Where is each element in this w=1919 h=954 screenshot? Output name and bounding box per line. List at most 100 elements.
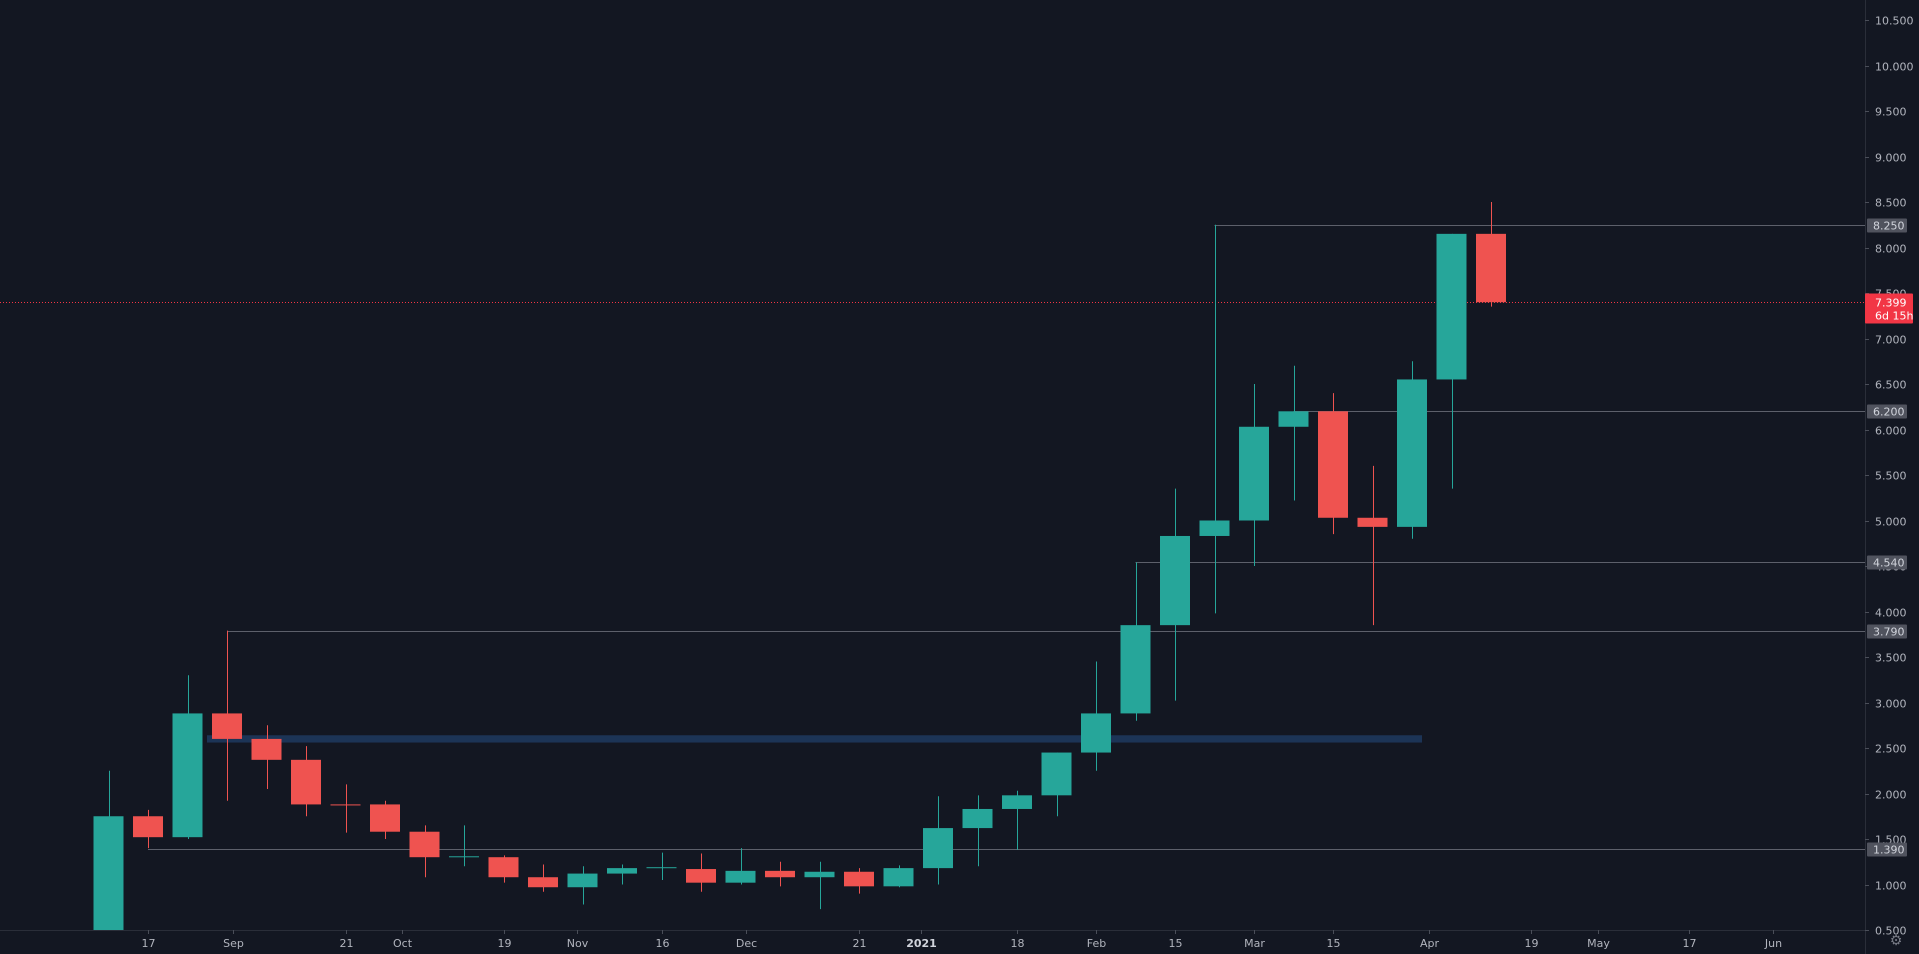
candle-up[interactable] <box>1002 790 1032 850</box>
candle-body <box>370 804 400 832</box>
level-price-label: 1.390 <box>1873 844 1905 857</box>
candle-down[interactable] <box>133 809 163 849</box>
x-tick-label: Jun <box>1764 937 1782 950</box>
y-tick-label: 10.000 <box>1875 61 1914 74</box>
candle-up[interactable] <box>1041 752 1072 817</box>
level-price-tag <box>1867 624 1907 639</box>
candle-body <box>686 869 716 883</box>
candle-body <box>409 831 440 858</box>
candle-body <box>1160 535 1190 626</box>
candle-down[interactable] <box>409 825 440 878</box>
candles-layer[interactable] <box>93 202 1507 930</box>
candle-down[interactable] <box>844 868 874 894</box>
candle-body <box>291 759 321 805</box>
price-axis-background[interactable] <box>1865 0 1919 954</box>
candle-body <box>172 713 203 838</box>
y-tick-label: 3.000 <box>1875 698 1907 711</box>
candle-body <box>1081 713 1111 753</box>
candle-body <box>883 868 914 887</box>
x-tick-label: Nov <box>567 937 589 950</box>
current-price-label: 7.399 <box>1875 297 1907 310</box>
candle-body <box>528 877 558 888</box>
candle-body <box>1199 520 1230 536</box>
support-zone-layer <box>207 735 1422 743</box>
candle-up[interactable] <box>172 675 203 839</box>
candle-down[interactable] <box>528 864 558 892</box>
current-price-tag <box>1865 293 1913 324</box>
candle-down[interactable] <box>765 861 795 887</box>
candle-down[interactable] <box>686 853 716 892</box>
candle-up[interactable] <box>1436 233 1467 489</box>
candle-body <box>93 816 124 930</box>
candle-body <box>962 808 993 829</box>
candle-down[interactable] <box>330 784 361 833</box>
level-price-tag <box>1867 218 1907 233</box>
candle-down[interactable] <box>370 800 400 839</box>
level-price-label: 3.790 <box>1873 626 1905 639</box>
candle-up[interactable] <box>804 861 835 910</box>
y-tick-label: 9.500 <box>1875 106 1907 119</box>
x-tick-label: Mar <box>1244 937 1265 950</box>
candle-up[interactable] <box>1239 384 1269 566</box>
candle-body <box>1357 517 1388 527</box>
candle-body <box>488 857 519 878</box>
y-tick-label: 9.000 <box>1875 152 1907 165</box>
x-tick-label: 19 <box>498 937 512 950</box>
level-price-tag <box>1867 842 1907 857</box>
candle-body <box>1239 426 1269 521</box>
candle-down[interactable] <box>212 630 242 801</box>
y-tick-label: 10.500 <box>1875 15 1914 28</box>
candle-up[interactable] <box>1120 562 1151 721</box>
y-tick-label: 0.500 <box>1875 925 1907 938</box>
x-tick-label: Sep <box>223 937 244 950</box>
candle-up[interactable] <box>1160 488 1190 701</box>
candle-up[interactable] <box>1081 661 1111 771</box>
y-tick-label: 1.000 <box>1875 880 1907 893</box>
candle-up[interactable] <box>646 852 677 880</box>
x-tick-label: Dec <box>736 937 757 950</box>
candle-down[interactable] <box>1476 202 1506 307</box>
y-tick-label: 5.500 <box>1875 470 1907 483</box>
x-tick-label: 21 <box>340 937 354 950</box>
candle-body <box>765 870 795 878</box>
x-tick-label: May <box>1587 937 1610 950</box>
candle-up[interactable] <box>725 848 756 885</box>
candle-body <box>725 870 756 883</box>
candle-up[interactable] <box>1199 224 1230 614</box>
candle-up[interactable] <box>607 864 637 885</box>
y-tick-label: 2.500 <box>1875 743 1907 756</box>
candle-up[interactable] <box>923 796 953 885</box>
candle-up[interactable] <box>93 770 124 930</box>
candle-down[interactable] <box>488 855 519 883</box>
x-tick-label: 18 <box>1011 937 1025 950</box>
level-price-label: 4.540 <box>1873 557 1905 570</box>
candle-down[interactable] <box>1318 393 1348 535</box>
candle-up[interactable] <box>1278 365 1309 501</box>
x-tick-label: 2021 <box>906 937 937 950</box>
candle-down[interactable] <box>1357 465 1388 626</box>
candle-body <box>1397 379 1427 527</box>
x-tick-label: 17 <box>142 937 156 950</box>
level-price-label: 8.250 <box>1873 220 1905 233</box>
x-tick-label: Apr <box>1420 937 1440 950</box>
y-tick-label: 6.000 <box>1875 425 1907 438</box>
candle-body <box>567 873 598 888</box>
candle-up[interactable] <box>883 865 914 888</box>
x-tick-label: 15 <box>1169 937 1183 950</box>
candle-down[interactable] <box>251 725 282 789</box>
candle-body <box>1476 233 1506 303</box>
candle-up[interactable] <box>567 866 598 905</box>
candle-up[interactable] <box>449 825 479 867</box>
y-tick-label: 5.000 <box>1875 516 1907 529</box>
candle-up[interactable] <box>962 795 993 867</box>
y-tick-label: 4.000 <box>1875 607 1907 620</box>
candle-body <box>923 828 953 869</box>
time-axis-background[interactable] <box>0 930 1865 954</box>
settings-gear-icon[interactable]: ⚙ <box>1889 933 1903 949</box>
candle-up[interactable] <box>1397 361 1427 539</box>
y-tick-label: 8.500 <box>1875 197 1907 210</box>
candle-down[interactable] <box>291 746 321 817</box>
